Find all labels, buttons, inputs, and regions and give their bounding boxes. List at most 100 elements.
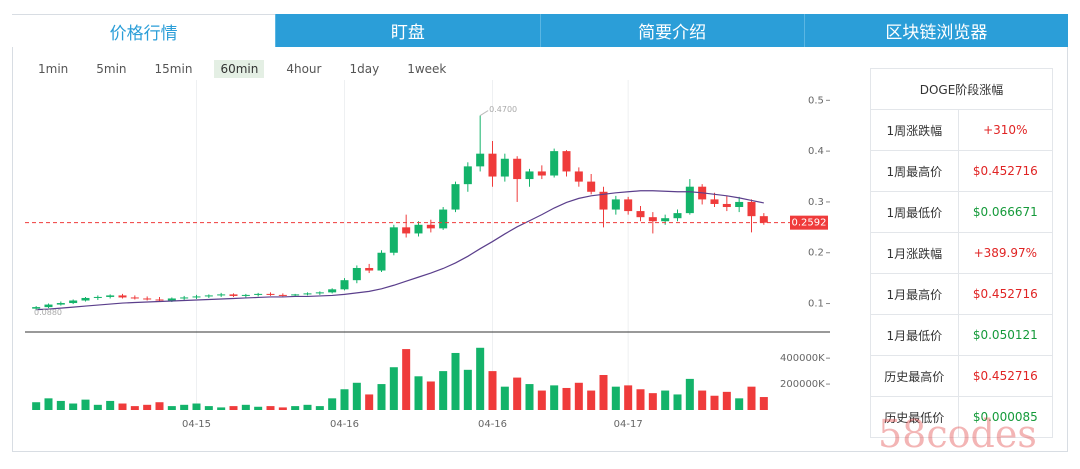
tab[interactable]: 区块链浏览器 (803, 14, 1068, 47)
candle-body (611, 199, 620, 210)
volume-bar (574, 382, 583, 410)
volume-bar (155, 402, 164, 410)
stats-value: $0.452716 (957, 355, 1054, 397)
volume-bar (463, 369, 472, 410)
candle-body (439, 209, 448, 229)
candle-body (747, 201, 756, 217)
stats-label: 历史最高价 (870, 355, 959, 397)
current-price-label: 0.2592 (792, 218, 827, 229)
volume-bar (402, 349, 411, 410)
candle-body (328, 289, 337, 293)
moving-average (36, 190, 764, 311)
candle-body (463, 166, 472, 185)
stats-value: $0.066671 (957, 191, 1054, 233)
volume-bar (229, 406, 238, 410)
volume-bar (500, 386, 509, 410)
volume-bar (291, 406, 300, 410)
stats-title: DOGE阶段涨幅 (870, 68, 1053, 110)
y-tick-label: 0.1 (808, 299, 824, 310)
candle-body (155, 299, 164, 301)
interval-button[interactable]: 4hour (286, 62, 322, 76)
stats-value: +310% (957, 109, 1054, 151)
volume-bar (241, 404, 250, 410)
candle-body (217, 294, 226, 296)
volume-bar (710, 395, 719, 410)
volume-bar (315, 406, 324, 410)
interval-button[interactable]: 15min (154, 62, 193, 76)
candle-body (426, 224, 435, 229)
interval-button[interactable]: 5min (96, 62, 127, 76)
y-tick-label: 0.4 (808, 146, 824, 157)
volume-bar (611, 386, 620, 410)
candle-body (278, 294, 287, 296)
volume-bar (180, 404, 189, 410)
candle-body (377, 252, 386, 271)
min-label: 0.0880 (34, 308, 62, 317)
volume-bar (624, 385, 633, 410)
candle-body (352, 267, 361, 281)
volume-bar (722, 391, 731, 410)
volume-bar (636, 389, 645, 410)
volume-bar (69, 403, 78, 410)
candle-body (562, 151, 571, 172)
x-tick-label: 04-16 (478, 419, 507, 430)
candle-body (266, 293, 275, 295)
candle-body (624, 199, 633, 212)
x-tick-label: 04-15 (182, 419, 211, 430)
volume-bar (278, 407, 287, 410)
candle-body (93, 296, 102, 298)
stats-label: 1周最低价 (870, 191, 959, 233)
candle-body (365, 267, 374, 271)
candle-body (722, 203, 731, 208)
candle-body (192, 296, 201, 298)
volume-bar (673, 394, 682, 410)
volume-bar (599, 375, 608, 410)
stats-label: 1月最高价 (870, 273, 959, 315)
volume-bar (513, 377, 522, 410)
volume-bar (93, 404, 102, 410)
volume-bar (254, 406, 263, 410)
tab[interactable]: 价格行情 (12, 14, 276, 47)
volume-bar (698, 390, 707, 410)
volume-bar (44, 398, 53, 410)
interval-button[interactable]: 1min (38, 62, 69, 76)
stats-value: $0.452716 (957, 273, 1054, 315)
candle-body (204, 295, 213, 297)
interval-button[interactable]: 1day (349, 62, 380, 76)
volume-bar (32, 402, 41, 410)
stats-row: 历史最高价 $0.452716 (870, 355, 1054, 397)
candle-body (525, 171, 534, 180)
stats-value: $0.452716 (957, 150, 1054, 192)
volume-bar (476, 347, 485, 410)
tab[interactable]: 盯盘 (275, 14, 540, 47)
volume-bar (648, 393, 657, 410)
stats-label: 1周最高价 (870, 150, 959, 192)
candle-body (735, 201, 744, 208)
candle-body (574, 171, 583, 182)
volume-bar (143, 404, 152, 410)
stats-row: 1月涨跌幅 +389.97% (870, 232, 1054, 274)
stats-label: 1周涨跌幅 (870, 109, 959, 151)
tab-bar: 价格行情 盯盘 简要介绍 区块链浏览器 (12, 14, 1068, 47)
volume-bar (340, 389, 349, 410)
x-tick-label: 04-17 (614, 419, 643, 430)
interval-bar: 1min 5min 15min 60min 4hour 1day 1week (32, 60, 464, 78)
volume-bar (365, 394, 374, 410)
candle-body (254, 293, 263, 295)
volume-bar (389, 367, 398, 410)
candle-body (599, 191, 608, 210)
stats-row: 1月最高价 $0.452716 (870, 273, 1054, 315)
candle-body (389, 227, 398, 253)
candle-body (167, 298, 176, 301)
candle-body (229, 294, 238, 296)
candle-body (710, 199, 719, 204)
stats-row: 1周涨跌幅 +310% (870, 109, 1054, 151)
candle-body (759, 216, 768, 223)
stats-row: 历史最低价 $0.000085 (870, 396, 1054, 438)
candle-body (636, 211, 645, 218)
tab[interactable]: 简要介绍 (539, 14, 804, 47)
interval-button[interactable]: 1week (407, 62, 447, 76)
interval-button[interactable]: 60min (214, 60, 265, 78)
volume-bar (56, 400, 65, 410)
candle-body (513, 158, 522, 180)
